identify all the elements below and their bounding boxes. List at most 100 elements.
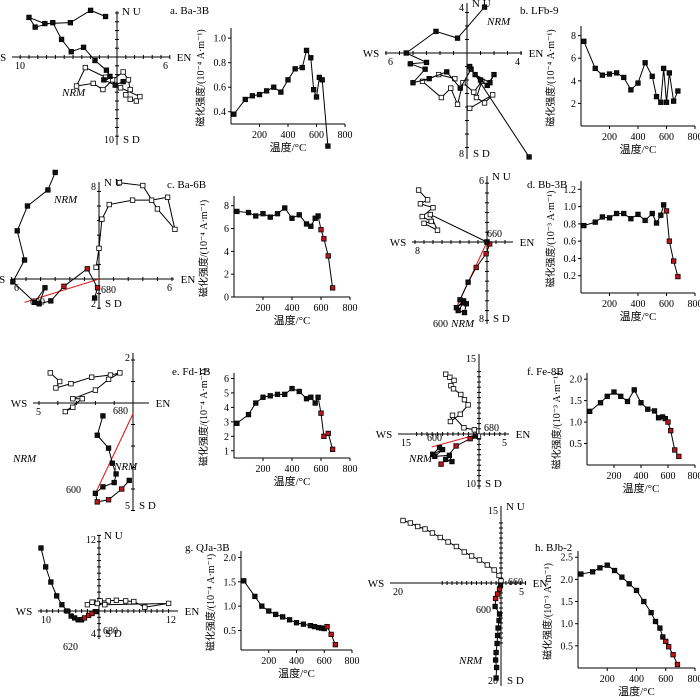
demag-point (626, 581, 632, 587)
demag-curve-line (243, 580, 336, 645)
horizontal-projection-point (489, 92, 496, 98)
demag-point (653, 220, 660, 226)
demag-point (274, 391, 281, 398)
y-tick-label: 0.2 (564, 271, 577, 282)
x-tick-label: 600 (661, 471, 676, 482)
axis-label-en: EN (533, 578, 548, 590)
demag-point (676, 453, 682, 460)
horizontal-projection-point (165, 600, 172, 607)
tick-label-left: 20 (393, 587, 403, 598)
panel-h: h. BJb-2 WS EN N U S D 20 5 15 20 NRM 660 600 200 400… (368, 501, 700, 697)
horizontal-projection-point (434, 227, 441, 233)
panel-title: d. Bb-3B (527, 179, 567, 191)
vertical-projection-point (465, 279, 471, 285)
demag-point (312, 400, 318, 406)
demag-point (260, 211, 266, 217)
temperature-label: 680 (103, 626, 118, 637)
demag-point (267, 393, 273, 399)
y-axis-title: 磁化强度/(10⁻³ A·m⁻¹) (541, 563, 554, 660)
vertical-projection-point (432, 453, 438, 460)
tick-label-right: 6 (167, 283, 172, 294)
demag-point (613, 210, 620, 217)
nrm-label: NRM (408, 453, 433, 465)
x-axis-title: 温度/°C (620, 142, 657, 156)
demag-point (231, 111, 237, 117)
nrm-label: NRM (12, 453, 37, 465)
x-tick-label: 400 (285, 303, 300, 314)
vertical-projection-point (94, 499, 100, 505)
zijderveld-plot: WS EN N U S D 6 4 4 8 NRM (363, 0, 544, 160)
demagnetization-curve: 200 400 600 800 0.4 0.6 0.8 1.0 温度/°C 磁化强度/(10⁻⁴ … (194, 28, 353, 154)
demag-point (303, 47, 310, 54)
vertical-projection-point (111, 479, 117, 486)
x-axis-title: 温度/°C (620, 309, 657, 323)
vertical-projection-point (92, 57, 98, 64)
vertical-projection-point (107, 73, 113, 80)
vertical-projection-point (439, 446, 446, 453)
vertical-projection-point (472, 433, 479, 439)
vertical-projection-point (94, 285, 101, 291)
x-tick-label: 400 (631, 299, 646, 310)
vertical-projection-point (410, 80, 416, 86)
demag-point (300, 621, 307, 627)
horizontal-projection-point (106, 201, 112, 208)
vertical-projection-point (446, 452, 453, 458)
x-axis-title: 温度/°C (278, 666, 315, 680)
horizontal-projection-point (125, 77, 132, 83)
demag-point (675, 88, 681, 94)
demag-point (668, 428, 674, 434)
y-tick-label: 3 (224, 417, 229, 428)
axis-label-en: EN (529, 48, 544, 60)
demag-point (670, 652, 676, 658)
axis-label-ws: WS (390, 237, 407, 249)
horizontal-projection-point (133, 98, 140, 104)
zijderveld-plot: WS EN N U S D 10 12 12 4 NRM 680 620 (12, 453, 199, 653)
x-tick-label: 600 (658, 674, 673, 685)
vertical-projection-point (14, 228, 20, 234)
demag-point (249, 93, 256, 99)
horizontal-projection-point (82, 64, 88, 71)
demag-point (318, 227, 324, 233)
horizontal-projection-point (447, 374, 453, 380)
y-tick-label: 6 (571, 54, 576, 65)
demag-point (621, 210, 627, 217)
demag-point (628, 87, 634, 93)
vertical-projection-point (463, 301, 469, 307)
demag-point (234, 420, 240, 426)
demag-point (672, 447, 678, 453)
horizontal-projection-point (107, 372, 114, 378)
demag-point (653, 93, 660, 100)
horizontal-projection-point (89, 599, 95, 605)
demag-curve-line (583, 41, 679, 104)
horizontal-projection-point (437, 534, 443, 541)
vertical-projection-point (87, 7, 94, 14)
horizontal-projection-point (471, 89, 477, 95)
y-tick-label: 2 (571, 99, 576, 110)
horizontal-projection-point (427, 211, 433, 218)
vertical-projection-point (473, 264, 479, 271)
vertical-projection-point (105, 497, 112, 503)
horizontal-projection-point (47, 370, 53, 376)
demag-point (666, 238, 672, 244)
horizontal-projection-point (102, 602, 108, 608)
x-tick-label: 200 (602, 132, 617, 143)
vertical-projection-point (100, 413, 106, 419)
y-axis-title: 磁化强度/(10⁻⁴ A·m⁻¹) (544, 29, 557, 126)
horizontal-projection-point (454, 101, 461, 107)
vertical-projection-point (50, 20, 56, 26)
axis-label-sd: S D (139, 500, 156, 512)
axis-label-en: EN (520, 237, 535, 249)
nrm-label: NRM (458, 655, 483, 667)
vertical-projection-point (407, 61, 413, 67)
demag-point (587, 408, 593, 414)
y-tick-label: 6 (224, 374, 229, 385)
demagnetization-curve: 200 400 600 800 0.5 1.0 1.5 2.0 温度/°C 磁化强度/(10⁻³ … (550, 373, 700, 495)
demag-point (296, 212, 302, 218)
vertical-projection-point (457, 85, 463, 91)
demag-point (329, 446, 336, 452)
demag-point (282, 205, 288, 211)
vertical-projection-path (12, 172, 99, 305)
demag-point (325, 253, 331, 259)
demag-point (267, 214, 273, 220)
